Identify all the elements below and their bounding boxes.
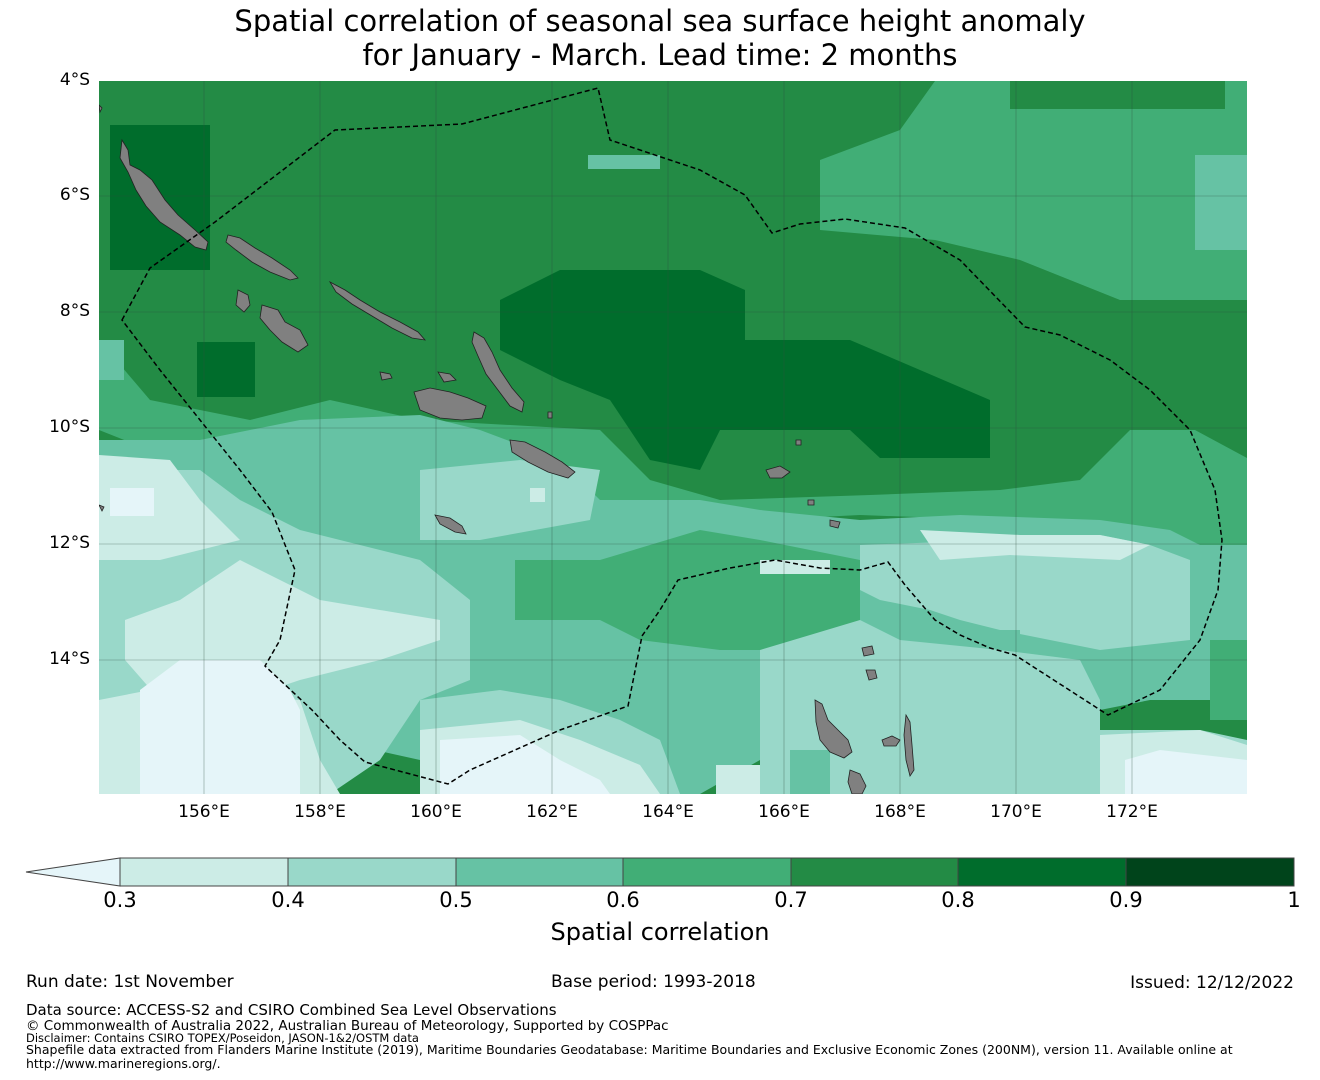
field-cell	[110, 488, 154, 516]
issued-date: Issued: 12/12/2022	[1130, 973, 1294, 993]
island-malekula	[847, 769, 867, 794]
colorbar-segment	[1126, 858, 1294, 886]
field-cell	[1125, 750, 1247, 794]
field-cell	[197, 342, 255, 397]
field-cell	[99, 340, 124, 380]
colorbar-tick-label: 1	[1287, 888, 1301, 912]
colorbar-label: Spatial correlation	[550, 918, 770, 946]
map-title-line-1: Spatial correlation of seasonal sea surf…	[234, 4, 1086, 38]
field-cell	[820, 81, 1247, 300]
lon-label: 166°E	[758, 802, 810, 822]
lon-label: 170°E	[990, 802, 1042, 822]
colorbar-outline	[119, 857, 1295, 887]
eez-boundaries	[121, 87, 1223, 785]
field-cell	[760, 560, 830, 574]
lon-label: 158°E	[294, 802, 346, 822]
island-small	[865, 669, 878, 681]
island-choiseul	[225, 234, 299, 281]
colorbar-tick-label: 0.7	[774, 888, 808, 912]
field-cell	[990, 630, 1020, 645]
island-small	[829, 519, 841, 529]
field-cell	[500, 270, 990, 470]
shapefile-credit: Shapefile data extracted from Flanders M…	[26, 1042, 1233, 1057]
colorbar-tick-label: 0.3	[103, 888, 137, 912]
island-ndeni	[765, 465, 791, 479]
colorbar-tick-label: 0.8	[941, 888, 975, 912]
field-cell	[920, 530, 1150, 560]
data-source: Data source: ACCESS-S2 and CSIRO Combine…	[26, 1001, 557, 1019]
island-rennell	[434, 514, 467, 535]
lon-label: 172°E	[1106, 802, 1158, 822]
island-small	[807, 499, 815, 506]
copyright-notice: © Commonwealth of Australia 2022, Austra…	[26, 1018, 669, 1034]
shapefile-url: http://www.marineregions.org/.	[26, 1056, 221, 1071]
colorbar-segment	[623, 858, 791, 886]
island-pentecost	[903, 713, 915, 777]
lat-label: 8°S	[59, 301, 90, 321]
field-cell	[716, 765, 760, 794]
colorbar-segment	[958, 858, 1126, 886]
colorbar-dividers	[287, 858, 1127, 886]
island-russell	[379, 371, 393, 381]
field-cell	[440, 735, 610, 794]
run-date: Run date: 1st November	[26, 972, 234, 992]
lat-label: 10°S	[49, 417, 90, 437]
lon-label: 164°E	[642, 802, 694, 822]
island-guadalcanal	[413, 387, 487, 421]
field-cell	[140, 660, 300, 794]
field-cell	[790, 750, 830, 794]
field-cell	[99, 455, 240, 560]
field-cell	[860, 535, 1190, 650]
island-malaita	[471, 331, 525, 413]
lat-label: 14°S	[49, 649, 90, 669]
colorbar-segment	[288, 858, 456, 886]
field-cell	[1010, 81, 1225, 109]
lon-label: 156°E	[178, 802, 230, 822]
lon-label: 162°E	[526, 802, 578, 822]
island-nggela	[437, 371, 457, 383]
colorbar-tick-label: 0.5	[439, 888, 473, 912]
map-title-line-2: for January - March. Lead time: 2 months	[362, 38, 958, 72]
lon-label: 160°E	[410, 802, 462, 822]
lon-label: 168°E	[874, 802, 926, 822]
island-bougainville-png	[119, 138, 209, 251]
colorbar-tick-label: 0.9	[1109, 888, 1143, 912]
colorbar-tick-label: 0.4	[271, 888, 305, 912]
island-small	[795, 439, 802, 446]
graticule	[99, 81, 1247, 794]
field-cell	[1210, 640, 1247, 720]
field-cell	[530, 488, 545, 502]
island-espiritu-santo	[814, 699, 853, 759]
island-vella-lavella	[235, 289, 251, 313]
island-makira	[509, 439, 576, 479]
island-small	[99, 104, 103, 114]
colorbar-tick-label: 0.6	[606, 888, 640, 912]
lat-label: 4°S	[59, 70, 90, 90]
land-masses	[99, 104, 915, 794]
eez-boundary-solomon-islands	[121, 87, 1223, 785]
island-santa-isabel	[328, 280, 427, 341]
colorbar-segment	[791, 858, 958, 886]
base-period: Base period: 1993-2018	[551, 972, 756, 992]
correlation-field	[99, 81, 1247, 794]
island-new-georgia	[259, 304, 309, 353]
island-small	[547, 411, 553, 419]
island-small	[861, 645, 875, 657]
lat-label: 12°S	[49, 533, 90, 553]
disclaimer: Disclaimer: Contains CSIRO TOPEX/Poseido…	[26, 1031, 419, 1045]
field-cell	[420, 460, 600, 540]
island-ambae	[881, 735, 901, 747]
colorbar-segment	[120, 858, 288, 886]
island-small	[99, 504, 105, 512]
colorbar	[25, 857, 1295, 887]
field-cell	[1195, 155, 1247, 250]
lat-label: 6°S	[59, 185, 90, 205]
field-cell	[588, 155, 660, 169]
colorbar-under-arrow	[25, 857, 121, 887]
colorbar-segment	[456, 858, 623, 886]
